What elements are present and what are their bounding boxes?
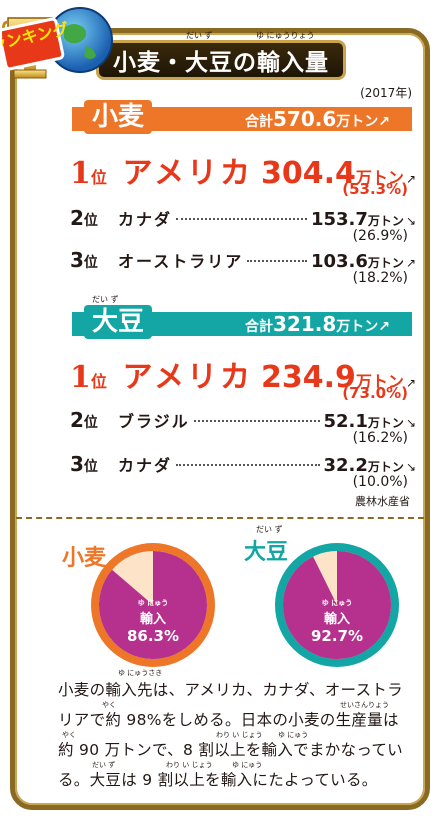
- soy-pie-label-ruby: だい ず: [256, 525, 283, 534]
- pie-import-slice: [283, 551, 391, 659]
- soy-total-unit: 万トン: [336, 319, 379, 335]
- pie-inner-ruby: ゆ にゅう: [137, 599, 169, 607]
- pie-pct: 86.3%: [126, 627, 180, 645]
- wheat-import-pie: [91, 543, 215, 667]
- soy-import-pie: [275, 543, 399, 667]
- wheat-pie-text: ゆ にゅう 輸入 86.3%: [88, 598, 218, 645]
- wheat-total-unit: 万トン: [336, 114, 379, 130]
- pie-pct: 92.7%: [310, 627, 364, 645]
- down-arrow-icon: ↘: [405, 460, 416, 474]
- year-label: (2017年): [360, 86, 412, 100]
- para-line: 小麦の輸入先は、アメリカ、カナダ、オーストラ: [58, 681, 403, 699]
- import-value: 52.1万トン: [323, 411, 404, 432]
- page-title: 小麦・大豆の輸入量: [113, 50, 329, 76]
- infographic-frame: [10, 28, 430, 810]
- country-name: アメリカ: [122, 156, 254, 191]
- import-value: 153.7万トン: [310, 209, 404, 230]
- title-ruby-yunyuryo: ゆ にゅうりょう: [256, 31, 315, 40]
- wheat-label: 小麦: [84, 100, 153, 134]
- down-arrow-icon: ↘: [405, 416, 416, 430]
- ranking-trophy-icon: ランキング: [2, 7, 113, 79]
- import-value: 32.2万トン: [323, 455, 404, 476]
- wheat-total-value: 570.6: [273, 107, 337, 131]
- title-banner: 小麦・大豆の輸入量: [96, 40, 346, 80]
- leader-dots: [176, 464, 320, 466]
- wheat-rank-1-pct: (53.3%): [342, 180, 408, 198]
- wheat-total: 合計570.6万トン↗: [245, 107, 390, 131]
- rank-number: 2位: [70, 408, 98, 432]
- pie-import-slice: [98, 551, 207, 659]
- soy-label-ruby: だい ず: [92, 295, 119, 304]
- para-ruby: だい ず: [92, 761, 116, 769]
- soy-label: 大豆: [84, 305, 153, 339]
- soy-total-prefix: 合計: [245, 319, 273, 335]
- up-arrow-icon: ↗: [378, 319, 390, 335]
- para-line: 約 90 万トンで、8 割以上を輸入でまかなってい: [58, 741, 403, 759]
- rank-number: 2位: [70, 206, 98, 230]
- soy-rank-1-pct: (73.0%): [342, 384, 408, 402]
- para-ruby: やく: [102, 701, 116, 709]
- up-arrow-icon: ↗: [405, 256, 416, 270]
- para-ruby: やく: [62, 731, 76, 739]
- country-name: ブラジル: [118, 412, 190, 431]
- down-arrow-icon: ↘: [405, 214, 416, 228]
- leader-dots: [176, 218, 307, 220]
- wheat-rank-3-pct: (18.2%): [352, 270, 408, 286]
- soy-rank-3-pct: (10.0%): [352, 474, 408, 490]
- up-arrow-icon: ↗: [378, 114, 390, 130]
- section-divider: [16, 517, 424, 519]
- pie-inner-label: 輸入: [323, 612, 350, 627]
- country-name: カナダ: [118, 210, 173, 229]
- rank-number: 1位: [70, 156, 107, 191]
- country-name: カナダ: [118, 456, 173, 475]
- soy-total-value: 321.8: [273, 312, 337, 336]
- import-value: 304.4万トン: [261, 156, 404, 191]
- soy-rank-1: 1位 アメリカ 234.9万トン ↗: [70, 352, 416, 396]
- para-ruby: せいさんりょう: [340, 701, 389, 709]
- soy-pie-label: 大豆: [244, 540, 289, 565]
- rank-number: 3位: [70, 248, 98, 272]
- description-paragraph: 小麦の輸入先は、アメリカ、カナダ、オーストラ リアで約 98%をしめる。日本の小…: [58, 675, 410, 795]
- import-value: 234.9万トン: [261, 360, 404, 395]
- up-arrow-icon: ↗: [405, 376, 416, 390]
- country-name: アメリカ: [122, 360, 254, 395]
- wheat-rank-3: 3位 オーストラリア 103.6万トン ↗: [70, 248, 416, 272]
- import-value: 103.6万トン: [310, 251, 404, 272]
- para-ruby: わり い じょう: [166, 761, 213, 769]
- wheat-total-prefix: 合計: [245, 114, 273, 130]
- soy-pie-text: ゆ にゅう 輸入 92.7%: [272, 598, 402, 645]
- wheat-rank-2-pct: (26.9%): [352, 228, 408, 244]
- wheat-pie-label: 小麦: [62, 546, 107, 571]
- pie-inner-label: 輸入: [139, 612, 166, 627]
- para-ruby: ゆ にゅう: [278, 731, 309, 739]
- country-name: オーストラリア: [118, 252, 244, 271]
- soy-rank-2: 2位 ブラジル 52.1万トン ↘: [70, 408, 416, 432]
- wheat-rank-1: 1位 アメリカ 304.4万トン ↗: [70, 148, 416, 192]
- soy-rank-3: 3位 カナダ 32.2万トン ↘: [70, 452, 416, 476]
- para-ruby: わり い じょう: [216, 731, 263, 739]
- leader-dots: [247, 260, 307, 262]
- rank-number: 3位: [70, 452, 98, 476]
- para-ruby: ゆ にゅうさき: [118, 669, 163, 677]
- rank-number: 1位: [70, 360, 107, 395]
- wheat-rank-2: 2位 カナダ 153.7万トン ↘: [70, 206, 416, 230]
- title-ruby-daizu: だい ず: [186, 31, 213, 40]
- para-ruby: ゆ にゅう: [232, 761, 263, 769]
- pie-inner-ruby: ゆ にゅう: [321, 599, 353, 607]
- para-line: リアで約 98%をしめる。日本の小麦の生産量は: [58, 711, 399, 729]
- source-label: 農林水産省: [355, 495, 410, 508]
- soy-rank-2-pct: (16.2%): [352, 430, 408, 446]
- soy-total: 合計321.8万トン↗: [245, 312, 390, 336]
- leader-dots: [193, 420, 320, 422]
- para-line: る。大豆は 9 割以上を輸入にたよっている。: [58, 771, 378, 789]
- up-arrow-icon: ↗: [405, 172, 416, 186]
